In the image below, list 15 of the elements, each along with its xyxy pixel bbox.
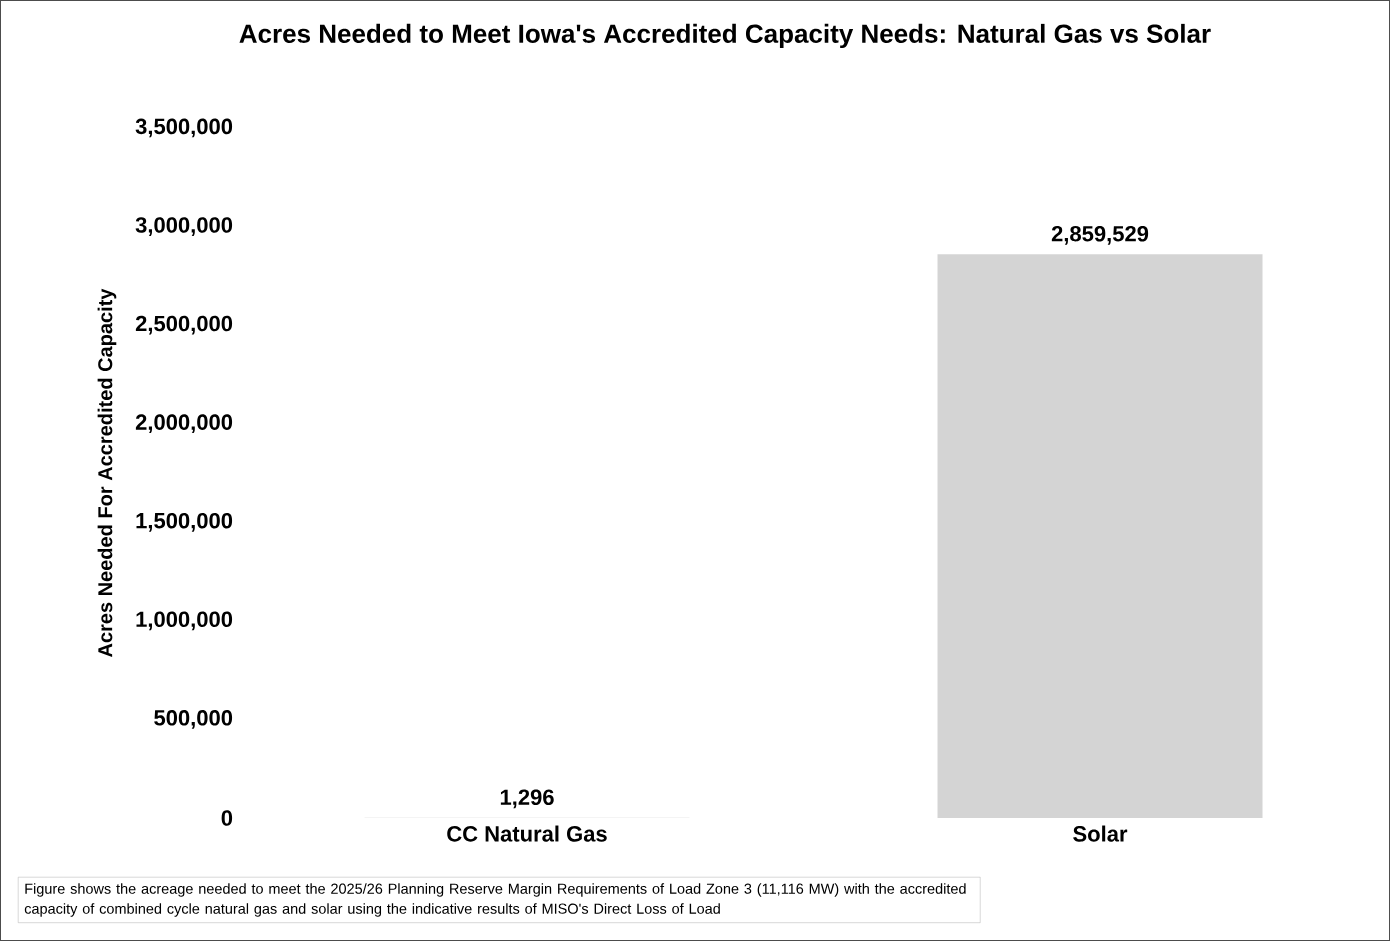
y-tick-label: 1,500,000 xyxy=(136,512,233,532)
text: Figure shows the acreage needed to meet the 2025/26 Planning Reserve Margin Requirements of Load Zone 3 (11,116 MW) with the accredited capacity of combined cycle natural gas and solar using the indicative results of MISO's Direct Loss of Load xyxy=(24,883,966,917)
y-tick-label: 500,000 xyxy=(154,710,233,729)
y-axis-title: Acres Needed For Accredited Capacity xyxy=(97,288,117,658)
data-label: 1,296 xyxy=(500,789,554,809)
x-tick-label: CC Natural Gas xyxy=(447,825,607,842)
y-tick-label: 2,000,000 xyxy=(135,414,233,434)
y-tick-label: 0 xyxy=(221,810,233,826)
y-tick-label: 3,000,000 xyxy=(135,217,233,236)
y-tick-label: 3,500,000 xyxy=(135,118,233,138)
data-label: 2,859,529 xyxy=(1051,225,1149,245)
chart-title: Acres Needed to Meet Iowa's Accredited Capacity Needs: Natural Gas vs Solar xyxy=(239,23,1211,49)
y-tick-label: 1,000,000 xyxy=(136,611,233,631)
x-tick-label: Solar xyxy=(1073,825,1128,842)
y-tick-label: 2,500,000 xyxy=(135,315,233,335)
